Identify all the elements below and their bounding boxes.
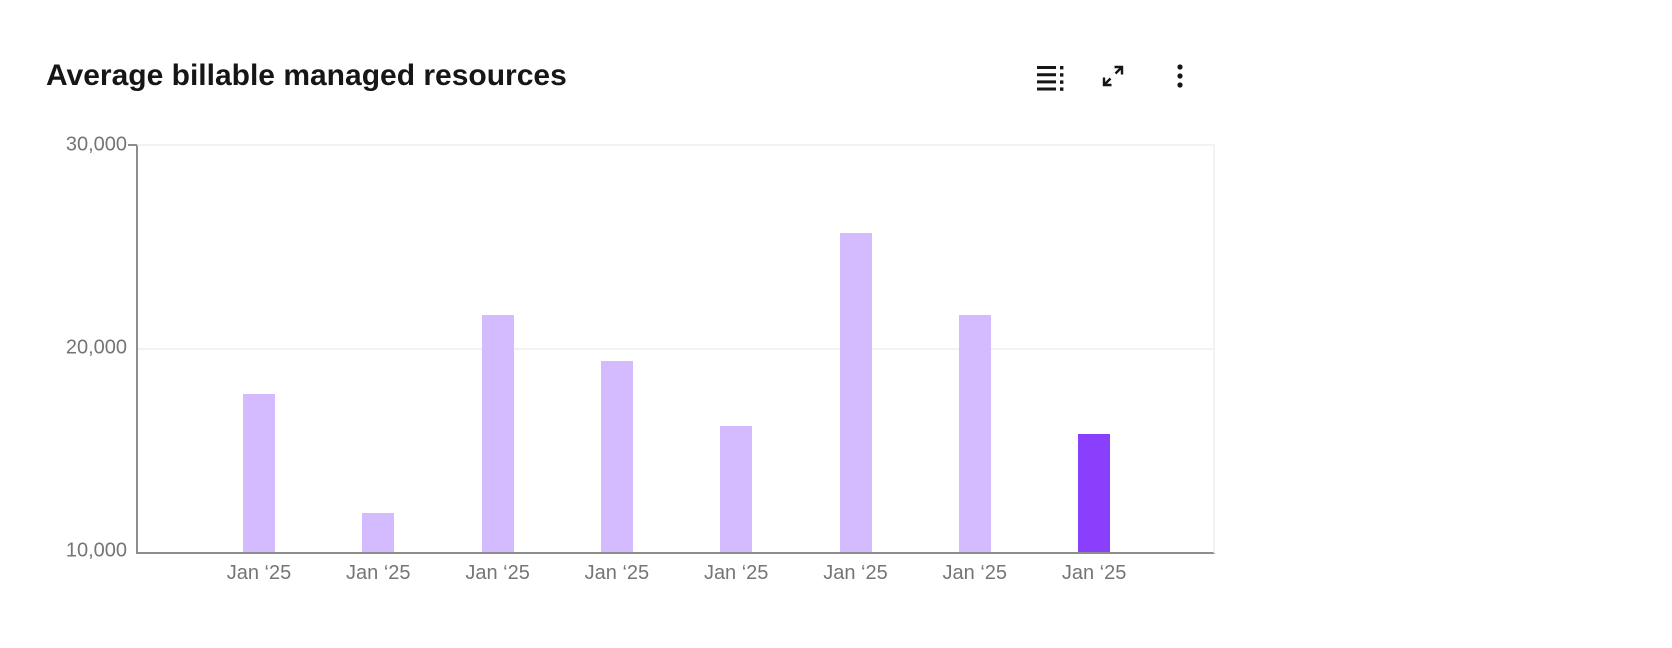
bar[interactable] xyxy=(839,233,872,552)
data-table-icon xyxy=(1033,60,1065,92)
y-axis-tick xyxy=(128,144,137,146)
x-tick-label: Jan ‘25 xyxy=(346,562,411,584)
maximize-icon xyxy=(1097,60,1129,92)
gridline xyxy=(138,348,1213,350)
bar[interactable] xyxy=(481,314,514,552)
x-tick-label: Jan ‘25 xyxy=(942,562,1008,584)
show-data-table-button[interactable] xyxy=(1031,58,1067,94)
bar[interactable] xyxy=(600,361,633,552)
maximize-button[interactable] xyxy=(1095,58,1131,94)
bar[interactable] xyxy=(1078,434,1111,552)
x-tick-label: Jan ‘25 xyxy=(1061,562,1127,584)
bar[interactable] xyxy=(720,426,753,552)
bar[interactable] xyxy=(958,314,991,552)
y-tick-label: 20,000 xyxy=(65,336,127,359)
y-tick-label: 10,000 xyxy=(65,539,127,562)
x-tick-label: Jan ‘25 xyxy=(703,562,769,584)
y-tick-label: 30,000 xyxy=(65,133,127,156)
bar[interactable] xyxy=(243,393,275,552)
x-tick-label: Jan ‘25 xyxy=(465,562,530,584)
chart-title: Average billable managed resources xyxy=(46,59,567,92)
x-tick-label: Jan ‘25 xyxy=(823,562,888,584)
plot-area xyxy=(136,144,1215,554)
overflow-menu-icon xyxy=(1164,60,1196,92)
bar[interactable] xyxy=(362,513,395,552)
overflow-menu-button[interactable] xyxy=(1162,58,1198,94)
x-tick-label: Jan ‘25 xyxy=(226,562,292,584)
x-tick-label: Jan ‘25 xyxy=(584,562,650,584)
